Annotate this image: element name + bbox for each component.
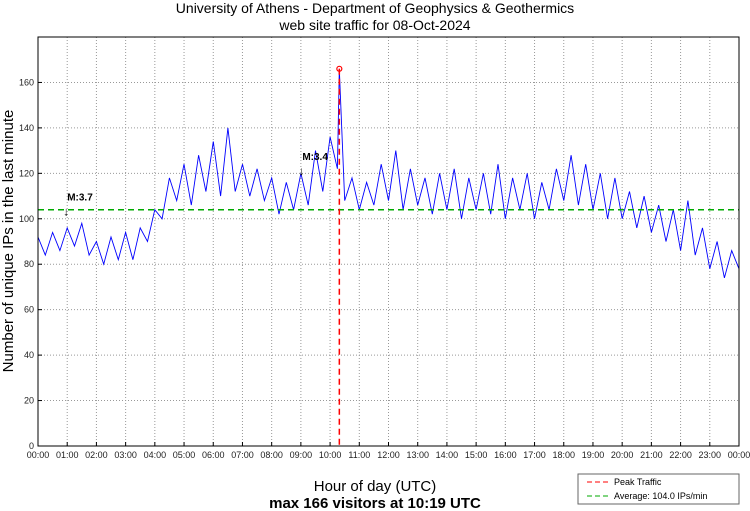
legend-peak-label: Peak Traffic [614, 477, 662, 487]
y-tick-label: 80 [24, 259, 34, 269]
x-tick-label: 01:00 [56, 450, 79, 460]
x-tick-label: 03:00 [114, 450, 137, 460]
traffic-series-line [37, 68, 740, 279]
x-tick-label: 08:00 [260, 450, 283, 460]
y-tick-label: 120 [19, 168, 34, 178]
legend-average-label: Average: 104.0 IPs/min [614, 491, 707, 501]
overlay-layer: ↓M:3.7↓M:3.4 [38, 65, 739, 446]
chart-title-line-1: University of Athens - Department of Geo… [176, 0, 574, 16]
grid [38, 37, 739, 446]
x-tick-label: 19:00 [582, 450, 605, 460]
earthquake-annotation-label: M:3.7 [67, 193, 93, 204]
series-layer [37, 68, 740, 279]
y-tick-label: 20 [24, 396, 34, 406]
x-tick-label: 07:00 [231, 450, 254, 460]
max-visitors-subtitle: max 166 visitors at 10:19 UTC [269, 495, 481, 511]
x-tick-label: 23:00 [699, 450, 722, 460]
x-tick-label: 05:00 [173, 450, 196, 460]
x-tick-label: 12:00 [377, 450, 400, 460]
y-axis-label: Number of unique IPs in the last minute [0, 110, 17, 373]
x-tick-label: 04:00 [144, 450, 167, 460]
ticks: 00:00 01:00 02:00 03:00 04:00 05:00 06:00 07:00… [19, 77, 750, 460]
x-tick-label: 17:00 [523, 450, 546, 460]
earthquake-arrow-icon: ↓ [63, 205, 69, 219]
x-tick-label: 20:00 [611, 450, 634, 460]
chart-title-line-2: web site traffic for 08-Oct-2024 [278, 17, 470, 33]
x-axis-label: Hour of day (UTC) [314, 478, 437, 495]
y-tick-label: 100 [19, 214, 34, 224]
y-tick-label: 0 [29, 441, 34, 451]
y-tick-label: 40 [24, 350, 34, 360]
x-tick-label: 13:00 [406, 450, 429, 460]
legend-box [577, 473, 740, 505]
earthquake-arrow-icon: ↓ [298, 164, 304, 178]
x-tick-label: 00:00 [728, 450, 750, 460]
x-tick-label: 16:00 [494, 450, 517, 460]
x-tick-label: 10:00 [319, 450, 342, 460]
x-tick-label: 15:00 [465, 450, 488, 460]
x-tick-label: 14:00 [436, 450, 459, 460]
x-tick-label: 06:00 [202, 450, 225, 460]
peak-marker [336, 65, 343, 72]
y-tick-label: 160 [19, 77, 34, 87]
x-tick-label: 00:00 [27, 450, 50, 460]
earthquake-annotation-label: M:3.4 [302, 152, 328, 163]
x-tick-label: 22:00 [669, 450, 692, 460]
x-tick-label: 11:00 [348, 450, 370, 460]
y-tick-label: 60 [24, 305, 34, 315]
x-tick-label: 18:00 [552, 450, 575, 460]
x-tick-label: 02:00 [85, 450, 108, 460]
y-tick-label: 140 [19, 123, 34, 133]
x-tick-label: 21:00 [640, 450, 663, 460]
legend: Peak Traffic Average: 104.0 IPs/min [577, 473, 740, 505]
x-tick-label: 09:00 [290, 450, 313, 460]
